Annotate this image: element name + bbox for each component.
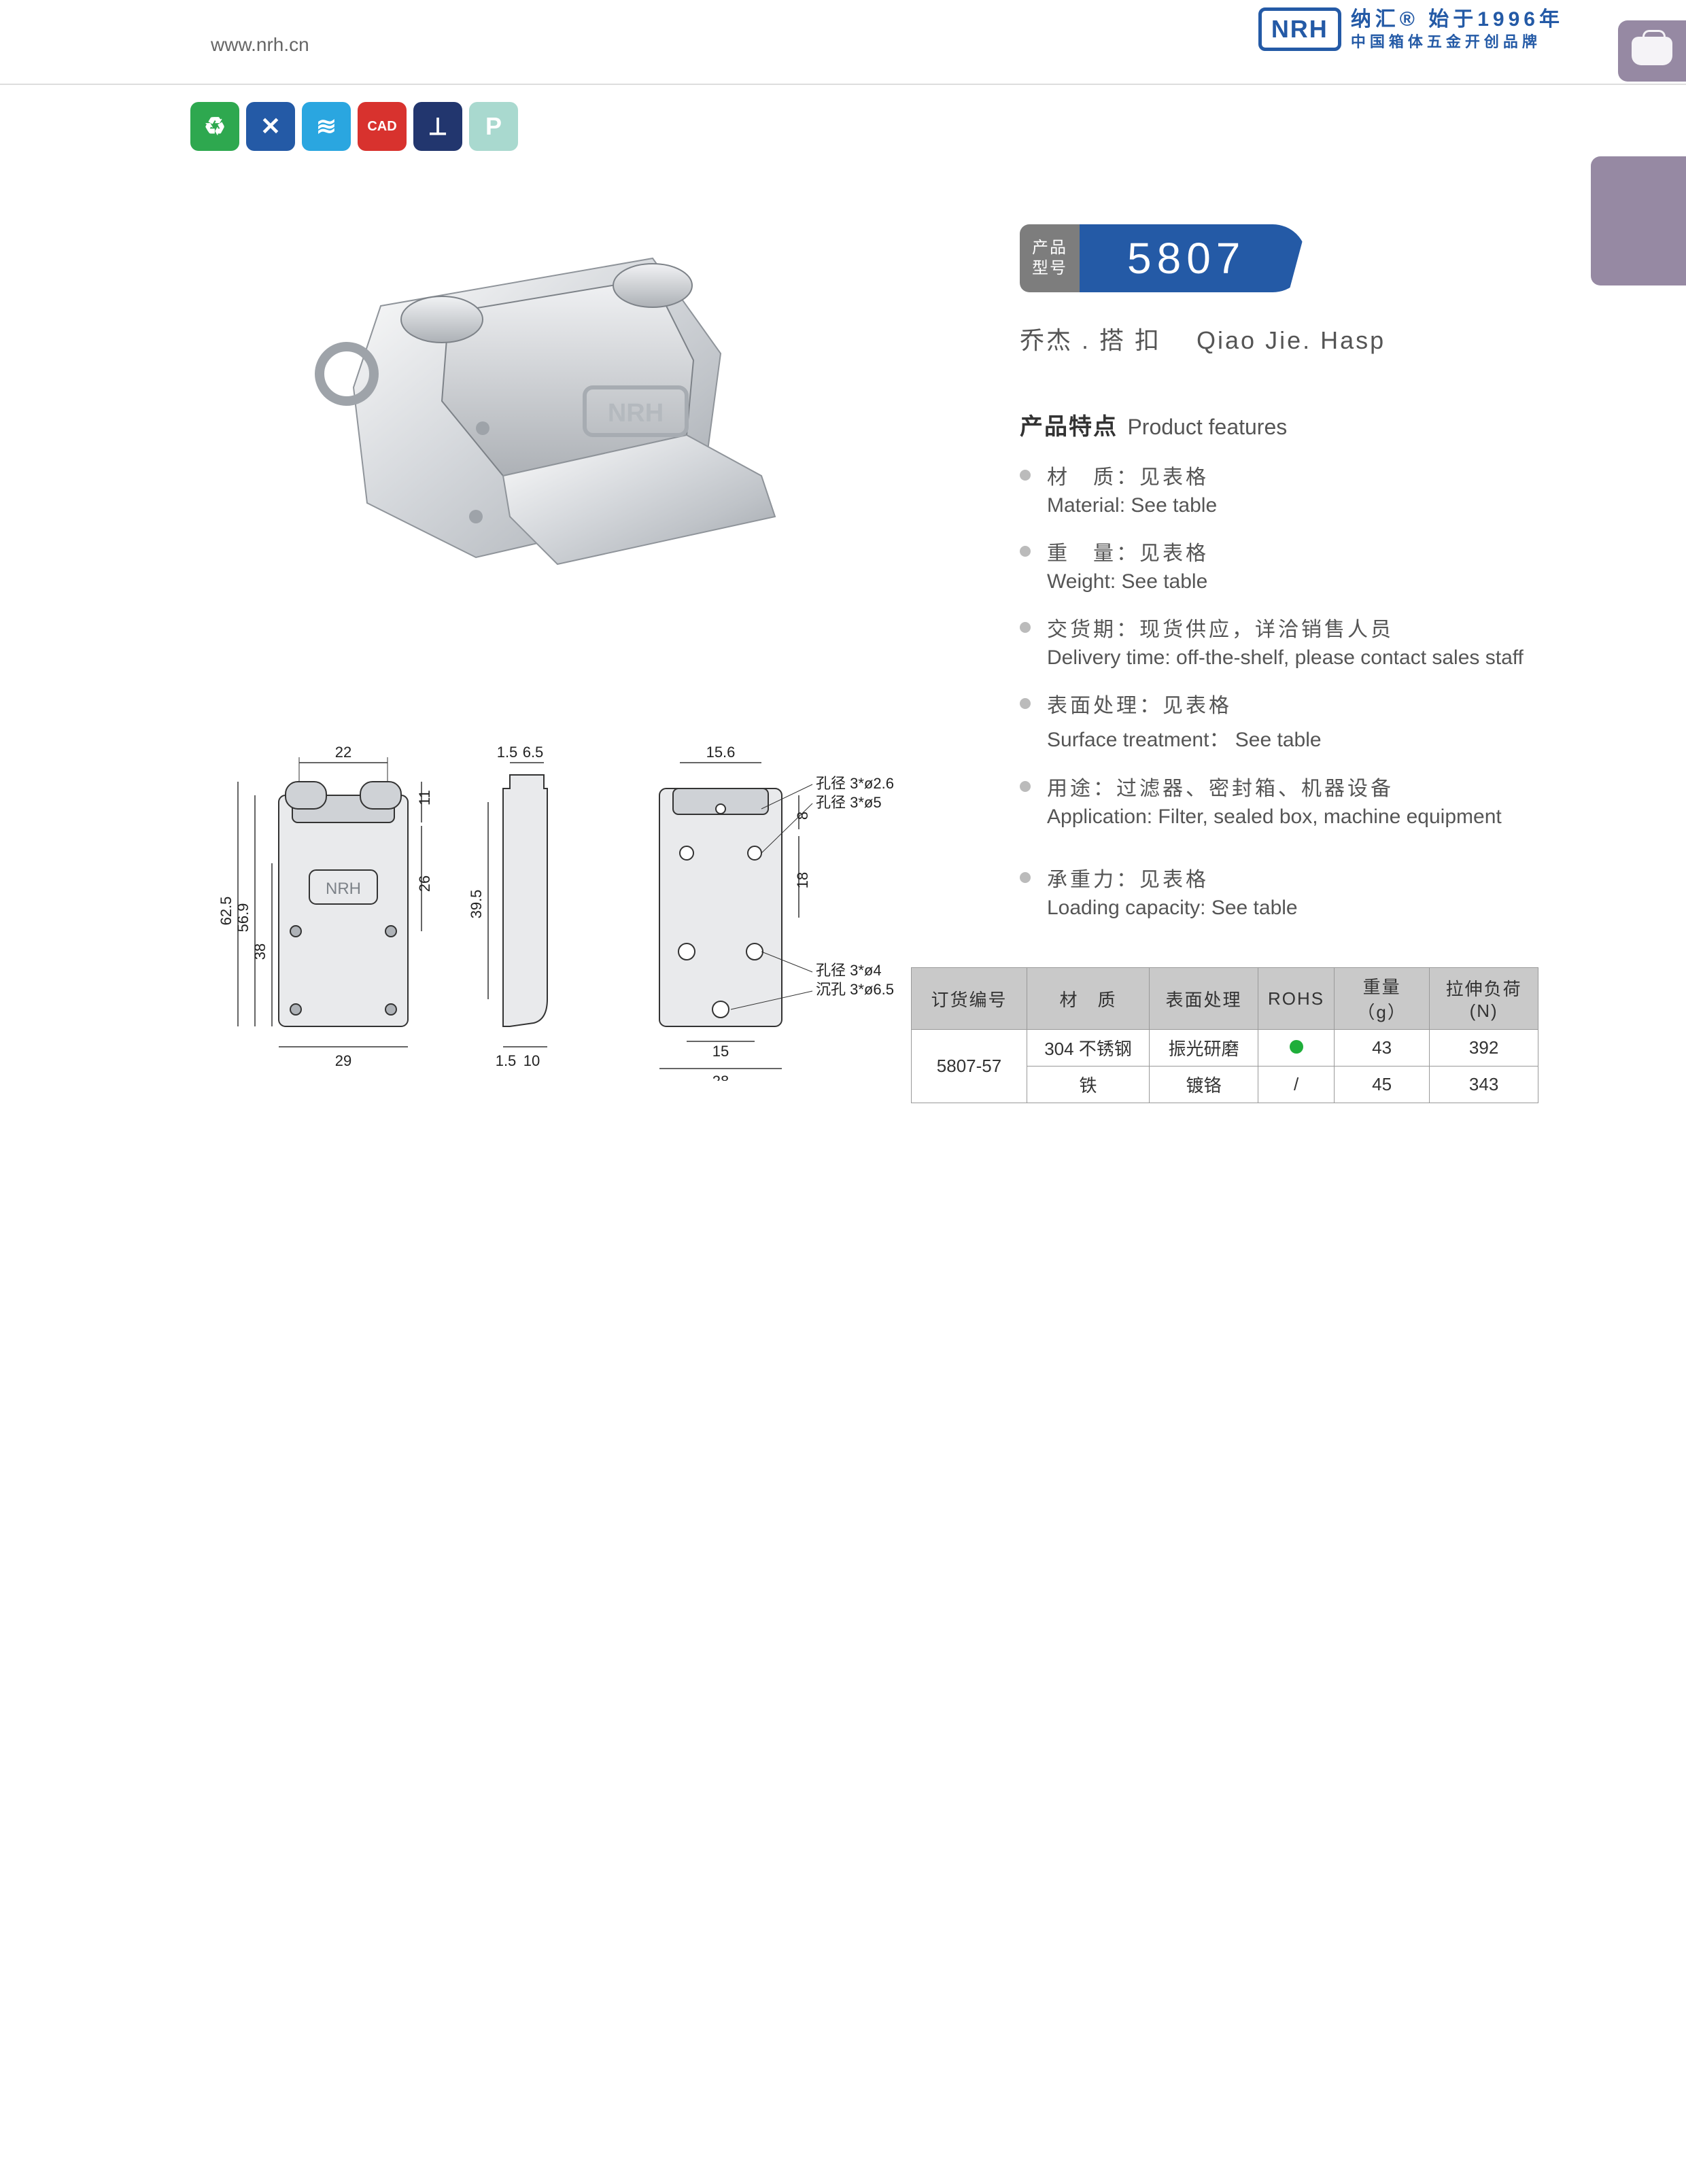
feature-en: Material: See table xyxy=(1047,494,1536,517)
svg-text:15.6: 15.6 xyxy=(706,744,736,761)
feature-en: Loading capacity: See table xyxy=(1047,897,1536,920)
cell-load: 392 xyxy=(1430,1030,1538,1067)
svg-text:26: 26 xyxy=(416,876,433,892)
rohs-dot-icon xyxy=(1290,1040,1303,1054)
model-number: 5807 xyxy=(1080,224,1307,292)
feature-cn: 材 质：见表格 xyxy=(1047,460,1536,490)
cell-order-no: 5807-57 xyxy=(912,1030,1027,1103)
th-surface: 表面处理 xyxy=(1150,968,1258,1030)
product-render: NRH xyxy=(272,218,843,598)
eco-icon: ♻ xyxy=(190,102,239,151)
svg-text:NRH: NRH xyxy=(326,880,361,898)
svg-text:沉孔 3*ø6.5: 沉孔 3*ø6.5 xyxy=(816,981,894,998)
feature-cn: 表面处理：见表格 xyxy=(1047,689,1536,718)
feature-en: Delivery time: off-the-shelf, please con… xyxy=(1047,646,1536,670)
model-label-line2: 型号 xyxy=(1032,258,1067,279)
icon-row: ♻✕≋CAD⟂P xyxy=(190,102,518,151)
feature-item: 重 量：见表格 Weight: See table xyxy=(1020,536,1536,593)
side-tab xyxy=(1618,20,1686,82)
th-material: 材 质 xyxy=(1027,968,1150,1030)
cell-weight: 45 xyxy=(1335,1067,1430,1103)
th-load: 拉伸负荷 (N) xyxy=(1430,968,1538,1030)
spec-table: 订货编号 材 质 表面处理 ROHS 重量（g） 拉伸负荷 (N) 5807-5… xyxy=(911,967,1538,1103)
cell-rohs xyxy=(1258,1030,1335,1067)
cell-rohs: / xyxy=(1258,1067,1335,1103)
svg-text:38: 38 xyxy=(252,943,269,960)
svg-text:10: 10 xyxy=(523,1052,540,1069)
svg-text:28: 28 xyxy=(712,1073,729,1081)
side-panel xyxy=(1591,156,1686,285)
brand-logo: NRH xyxy=(1258,7,1341,51)
feature-item: 材 质：见表格 Material: See table xyxy=(1020,460,1536,517)
tools-icon: ✕ xyxy=(246,102,295,151)
model-label-line1: 产品 xyxy=(1032,238,1067,258)
feature-en: Weight: See table xyxy=(1047,570,1536,593)
page-header: www.nrh.cn NRH 纳汇® 始于1996年 中国箱体五金开创品牌 xyxy=(0,0,1686,85)
cell-weight: 43 xyxy=(1335,1030,1430,1067)
features-heading: 产品特点 Product features xyxy=(1020,408,1536,441)
feature-en: Application: Filter, sealed box, machine… xyxy=(1047,805,1536,829)
feature-cn: 交货期：现货供应，详洽销售人员 xyxy=(1047,612,1536,642)
product-name: 乔杰 . 搭 扣 Qiao Jie. Hasp xyxy=(1020,321,1536,356)
th-weight: 重量（g） xyxy=(1335,968,1430,1030)
model-badge: 产品 型号 5807 xyxy=(1020,224,1536,292)
svg-text:29: 29 xyxy=(335,1052,351,1069)
svg-text:39.5: 39.5 xyxy=(468,890,485,919)
website-url: www.nrh.cn xyxy=(211,34,309,56)
brand-tagline: 纳汇® 始于1996年 中国箱体五金开创品牌 xyxy=(1351,7,1564,51)
features-heading-en: Product features xyxy=(1127,415,1287,439)
features-heading-cn: 产品特点 xyxy=(1020,414,1118,440)
svg-text:56.9: 56.9 xyxy=(235,903,252,933)
spring-icon: ≋ xyxy=(302,102,351,151)
product-name-en: Qiao Jie. Hasp xyxy=(1197,326,1386,354)
svg-text:18: 18 xyxy=(794,872,811,888)
feature-cn: 承重力：见表格 xyxy=(1047,863,1536,892)
product-name-cn: 乔杰 . 搭 扣 xyxy=(1020,326,1161,354)
cell-surface: 镀铬 xyxy=(1150,1067,1258,1103)
th-rohs: ROHS xyxy=(1258,968,1335,1030)
svg-text:11: 11 xyxy=(416,790,433,805)
p-icon: P xyxy=(469,102,518,151)
tagline-top: 纳汇® 始于1996年 xyxy=(1351,7,1564,33)
cell-material: 铁 xyxy=(1027,1067,1150,1103)
svg-text:孔径 3*ø5: 孔径 3*ø5 xyxy=(816,794,882,811)
feature-item: 表面处理：见表格 Surface treatment： See table xyxy=(1020,689,1536,752)
brand-block: NRH 纳汇® 始于1996年 中国箱体五金开创品牌 xyxy=(1258,7,1564,51)
feature-list: 材 质：见表格 Material: See table 重 量：见表格 Weight:… xyxy=(1020,460,1536,920)
cad-icon: CAD xyxy=(358,102,407,151)
svg-text:62.5: 62.5 xyxy=(218,897,235,926)
svg-text:15: 15 xyxy=(712,1043,729,1060)
th-order: 订货编号 xyxy=(912,968,1027,1030)
table-row: 5807-57304 不锈钢振光研磨43392 xyxy=(912,1030,1538,1067)
feature-cn: 用途：过滤器、密封箱、机器设备 xyxy=(1047,772,1536,801)
screw-icon: ⟂ xyxy=(413,102,462,151)
svg-text:1.5: 1.5 xyxy=(497,744,518,761)
tagline-bottom: 中国箱体五金开创品牌 xyxy=(1351,33,1564,52)
svg-text:孔径 3*ø4: 孔径 3*ø4 xyxy=(816,962,882,979)
model-badge-label: 产品 型号 xyxy=(1020,224,1080,292)
svg-text:6.5: 6.5 xyxy=(523,744,544,761)
feature-en: Surface treatment： See table xyxy=(1047,723,1536,752)
svg-text:1.5: 1.5 xyxy=(496,1052,517,1069)
feature-item: 用途：过滤器、密封箱、机器设备 Application: Filter, seal… xyxy=(1020,772,1536,829)
case-icon xyxy=(1632,37,1672,65)
cell-surface: 振光研磨 xyxy=(1150,1030,1258,1067)
svg-text:孔径 3*ø2.6: 孔径 3*ø2.6 xyxy=(816,775,894,792)
feature-item: 交货期：现货供应，详洽销售人员 Delivery time: off-the-sh… xyxy=(1020,612,1536,670)
feature-item: 承重力：见表格 Loading capacity: See table xyxy=(1020,863,1536,920)
right-column: 产品 型号 5807 乔杰 . 搭 扣 Qiao Jie. Hasp 产品特点 … xyxy=(1020,224,1536,939)
technical-drawings: NRH 22 62.5 56.9 xyxy=(190,741,904,1081)
feature-cn: 重 量：见表格 xyxy=(1047,536,1536,566)
cell-load: 343 xyxy=(1430,1067,1538,1103)
svg-text:22: 22 xyxy=(335,744,351,761)
svg-text:NRH: NRH xyxy=(608,399,664,428)
spec-table-header-row: 订货编号 材 质 表面处理 ROHS 重量（g） 拉伸负荷 (N) xyxy=(912,968,1538,1030)
cell-material: 304 不锈钢 xyxy=(1027,1030,1150,1067)
